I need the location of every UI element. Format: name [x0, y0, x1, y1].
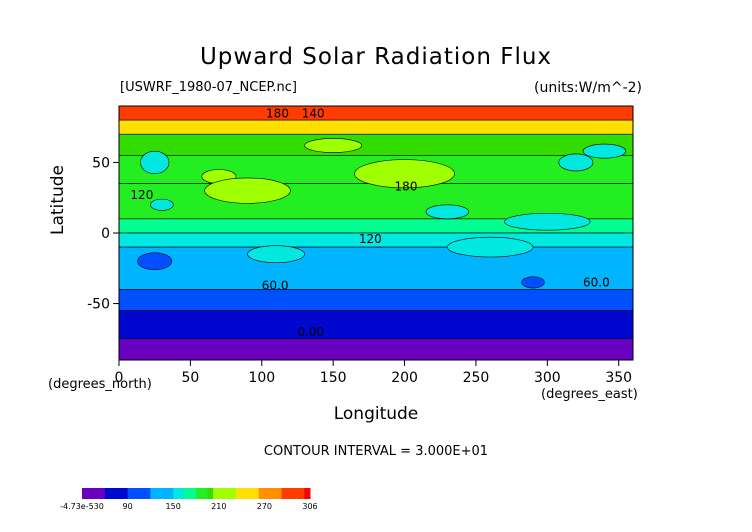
colorbar-swatch [235, 488, 243, 499]
colorbar-swatch [224, 488, 231, 499]
y-tick-label: 50 [92, 155, 110, 171]
x-tick-label: 100 [248, 370, 275, 386]
x-tick-label: 150 [320, 370, 347, 386]
file-label: [USWRF_1980-07_NCEP.nc] [120, 80, 297, 95]
colorbar-swatch [82, 488, 89, 499]
colorbar-swatch [110, 488, 117, 499]
colorbar-swatch [292, 488, 300, 499]
colorbar-swatch [156, 488, 163, 499]
colorbar-swatch [270, 488, 277, 499]
colorbar-swatch [213, 488, 220, 499]
units-label: (units:W/m^-2) [534, 80, 642, 96]
contour-label: 140 [302, 106, 325, 120]
heatmap-feature [137, 252, 173, 270]
colorbar-label: 210 [211, 502, 226, 511]
colorbar-swatch [93, 488, 100, 499]
heatmap-feature [140, 150, 170, 175]
colorbar-swatch [298, 488, 305, 499]
colorbar-swatch [253, 488, 260, 499]
contour-label: 180 [395, 180, 418, 194]
colorbar-swatch [247, 488, 254, 499]
colorbar-swatch [281, 488, 288, 499]
x-axis-label: Longitude [333, 404, 419, 424]
contour-interval-text: CONTOUR INTERVAL = 3.000E+01 [263, 444, 489, 459]
colorbar-swatch [87, 488, 94, 499]
x-tick-label: 300 [534, 370, 561, 386]
x-axis-ticks: 0 50 100 150 200 250 300 350 [115, 360, 632, 386]
x-tick-label: 200 [391, 370, 418, 386]
heatmap-feature [204, 177, 291, 204]
colorbar-swatch [167, 488, 174, 499]
colorbar-label: 306 [302, 502, 317, 511]
colorbar-swatch [264, 488, 271, 499]
colorbar-swatch [207, 488, 214, 499]
colorbar-label: 150 [166, 502, 181, 511]
contour-label: 120 [130, 188, 153, 202]
colorbar-swatch [144, 488, 151, 499]
colorbar-swatch [275, 488, 282, 499]
contour-labels: 180 140 120 180 120 60.0 60.0 0.00 [130, 106, 609, 339]
colorbar-swatch [258, 488, 265, 499]
contour-label: 60.0 [262, 278, 289, 292]
heatmap-band [118, 338, 634, 361]
colorbar-swatch [178, 488, 186, 499]
colorbar-swatch [196, 488, 203, 499]
contour-label: 120 [359, 232, 382, 246]
contour-label: 180 [266, 106, 289, 120]
heatmap-band [118, 246, 634, 290]
x-tick-label: 50 [181, 370, 199, 386]
colorbar-swatch [121, 488, 129, 499]
heatmap-feature [582, 143, 627, 159]
y-axis-ticks: -50 0 50 [87, 155, 119, 313]
contour-label: 0.00 [297, 325, 324, 339]
colorbar-swatch [161, 488, 168, 499]
heatmap-feature [150, 198, 174, 211]
colorbar-label: 90 [123, 502, 133, 511]
colorbar-swatch [201, 488, 208, 499]
heatmap-feature [558, 153, 594, 172]
colorbar-label: -4.73e-530 [60, 502, 104, 511]
colorbar-swatch [230, 488, 237, 499]
contour-label: 60.0 [583, 276, 610, 290]
heatmap-band [118, 310, 634, 340]
heatmap-feature [247, 245, 305, 263]
colorbar-swatch [173, 488, 180, 499]
x-tick-label: 250 [463, 370, 490, 386]
y-unit-label: (degrees_north) [48, 377, 152, 392]
heatmap-band [118, 133, 634, 156]
colorbar-swatch [241, 488, 248, 499]
heatmap-band [118, 105, 634, 121]
colorbar-swatch [184, 488, 191, 499]
colorbar-swatch [133, 488, 140, 499]
heatmap-band [118, 119, 634, 135]
heatmap-feature [447, 236, 534, 258]
x-tick-label: 0 [115, 370, 124, 386]
colorbar-label: 270 [257, 502, 272, 511]
colorbar: -4.73e-530 90 150 210 270 306 [60, 488, 318, 511]
colorbar-swatch [218, 488, 225, 499]
x-tick-label: 350 [605, 370, 632, 386]
colorbar-swatch [304, 488, 311, 499]
heatmap-feature [504, 212, 591, 231]
y-tick-label: 0 [101, 226, 110, 242]
chart-title: Upward Solar Radiation Flux [199, 44, 553, 70]
heatmap-features [137, 138, 627, 289]
heatmap-feature [354, 159, 455, 189]
heatmap-feature [425, 204, 470, 220]
colorbar-swatch [139, 488, 146, 499]
y-tick-label: -50 [87, 297, 110, 313]
colorbar-swatch [190, 488, 197, 499]
colorbar-swatch [104, 488, 111, 499]
colorbar-swatch [116, 488, 123, 499]
colorbar-swatch [287, 488, 294, 499]
colorbar-swatch [150, 488, 157, 499]
colorbar-swatch [127, 488, 134, 499]
heatmap-feature [521, 276, 545, 289]
x-unit-label: (degrees_east) [541, 387, 638, 402]
heatmap-feature [304, 138, 363, 153]
colorbar-swatch [99, 488, 106, 499]
heatmap-band [118, 289, 634, 311]
